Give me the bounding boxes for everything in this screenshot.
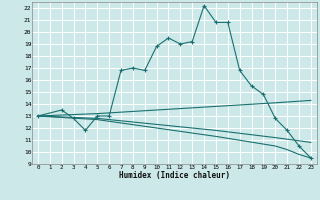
X-axis label: Humidex (Indice chaleur): Humidex (Indice chaleur) — [119, 171, 230, 180]
